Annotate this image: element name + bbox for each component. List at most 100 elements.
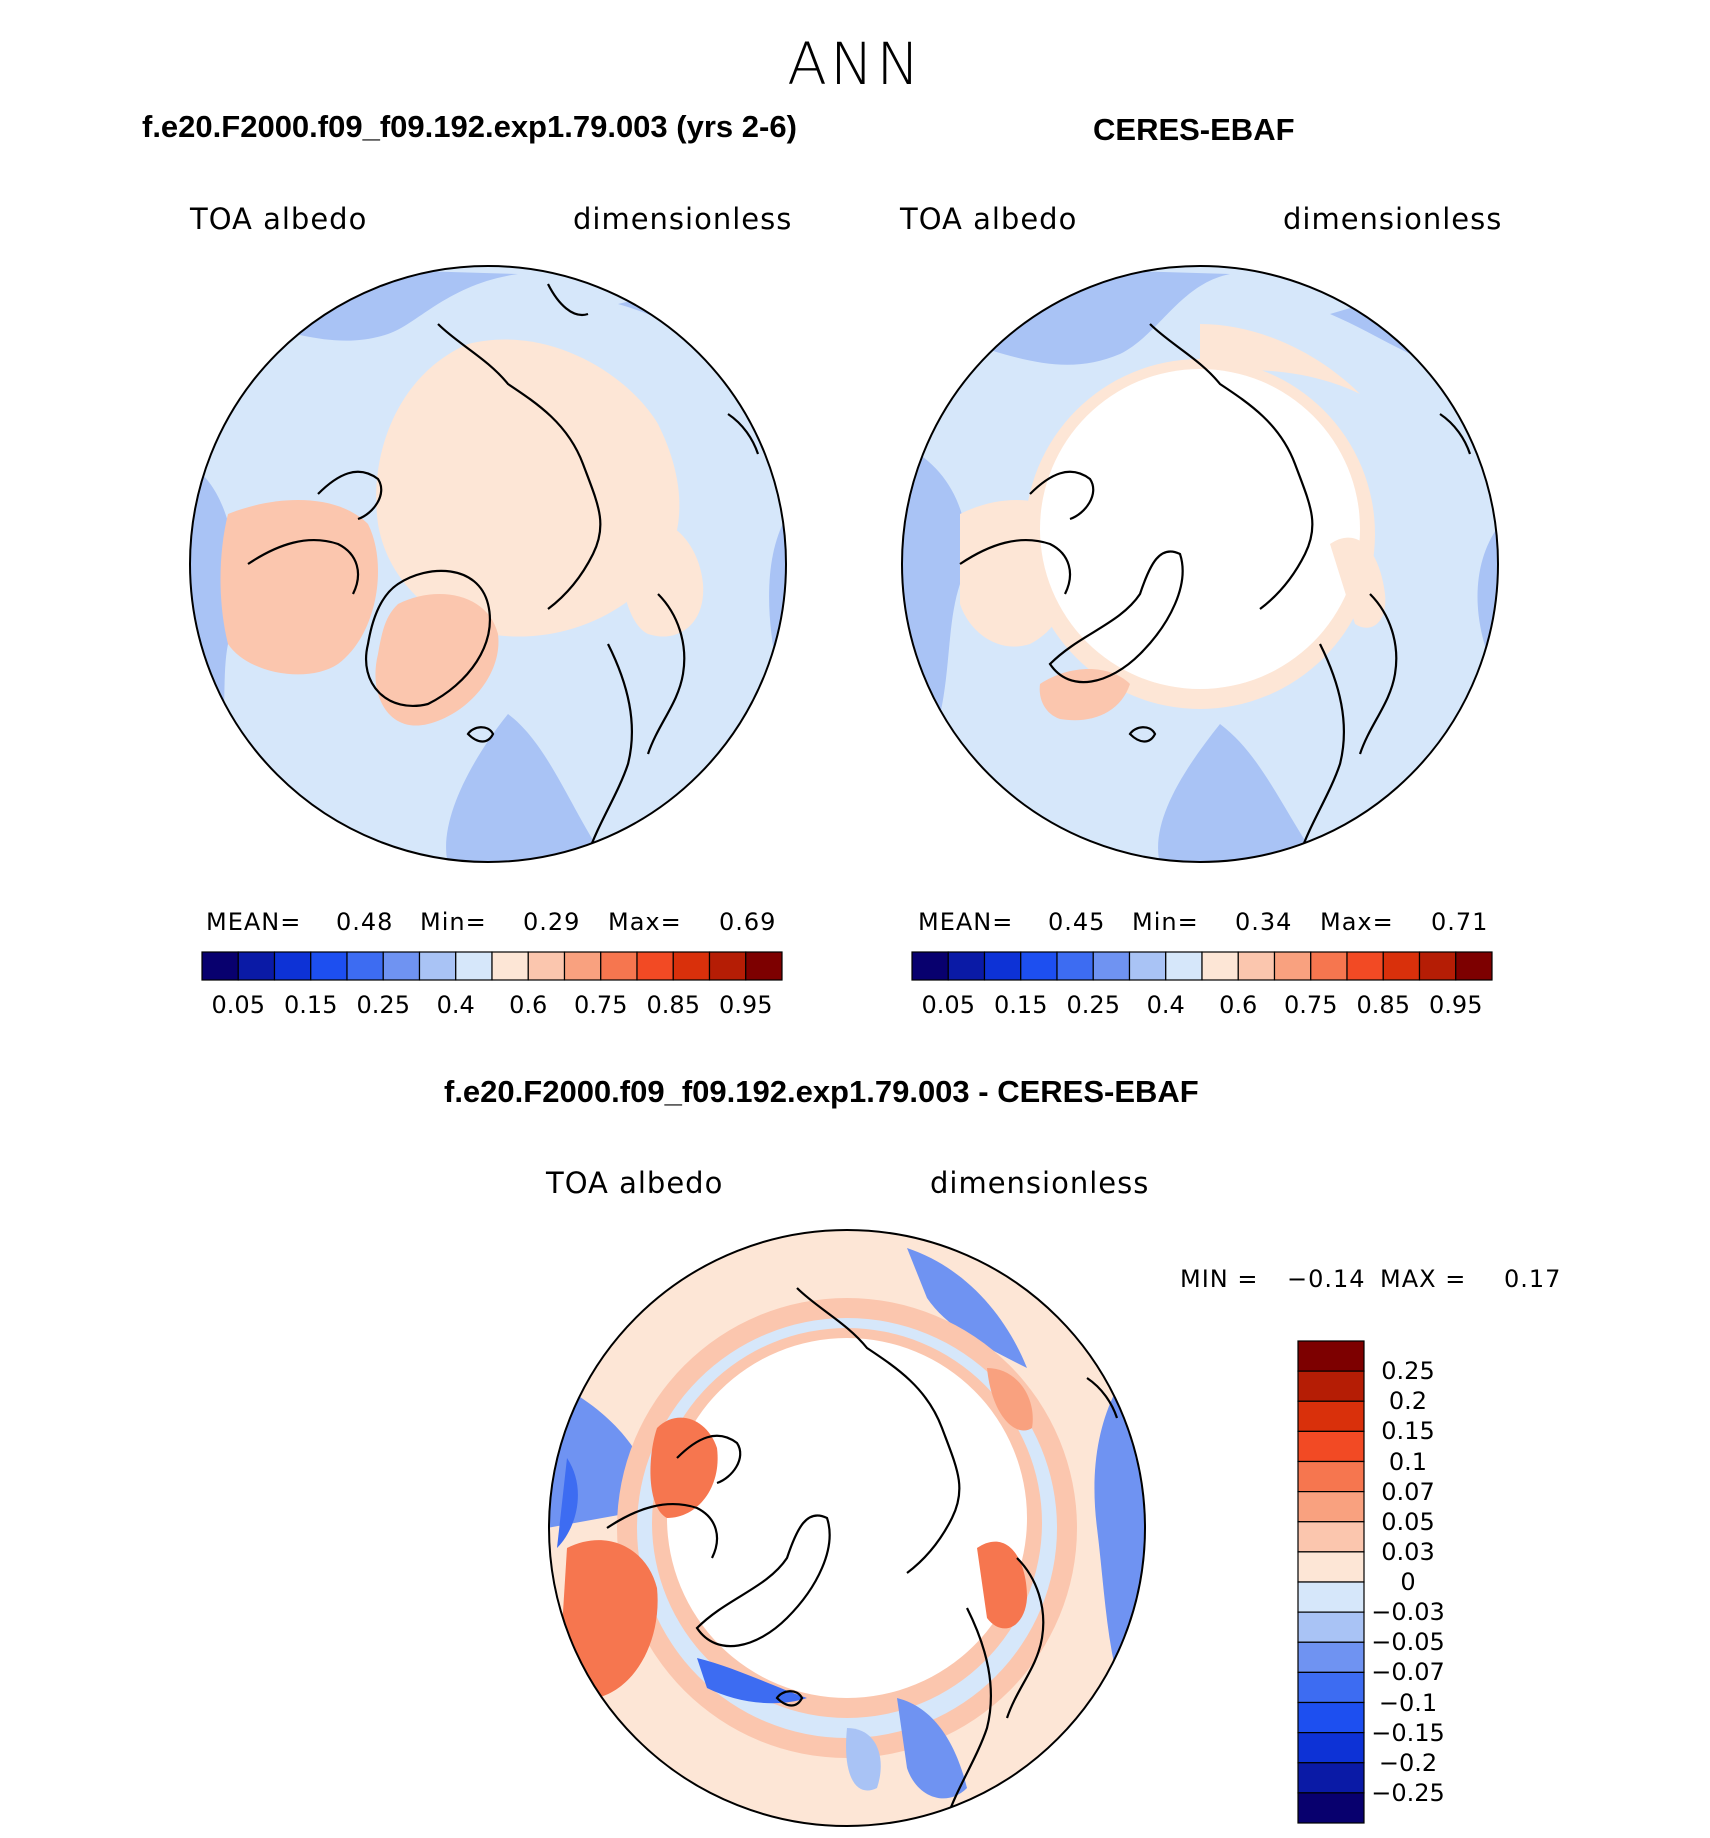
diff-colorbar-swatch bbox=[1297, 1611, 1365, 1643]
colorbar-tick-label: 0.25 bbox=[1066, 991, 1120, 1019]
panel-2-colorbar bbox=[911, 951, 1493, 981]
panel-1-mean-label: MEAN= bbox=[206, 908, 302, 936]
diff-colorbar-tick-label: 0 bbox=[1400, 1568, 1416, 1596]
panel-2-units-label: dimensionless bbox=[1283, 202, 1503, 236]
colorbar-tick-label: 0.85 bbox=[1356, 991, 1410, 1019]
diff-colorbar-swatch bbox=[1297, 1641, 1365, 1673]
diff-panel-variable-label: TOA albedo bbox=[546, 1166, 724, 1200]
diff-colorbar-swatch bbox=[1297, 1521, 1365, 1553]
colorbar-swatch bbox=[491, 951, 529, 981]
diff-colorbar-swatch bbox=[1297, 1491, 1365, 1523]
panel-1-max-value: 0.69 bbox=[719, 908, 777, 936]
diff-colorbar-tick-label: 0.1 bbox=[1388, 1447, 1428, 1476]
diff-colorbar-tick-label: −0.03 bbox=[1371, 1598, 1445, 1627]
colorbar-swatch bbox=[201, 951, 239, 981]
diff-colorbar-tick-label: 0.07 bbox=[1381, 1477, 1435, 1506]
colorbar-swatch bbox=[1346, 951, 1384, 981]
colorbar-tick-label: 0.95 bbox=[719, 991, 773, 1019]
colorbar-swatch bbox=[237, 951, 276, 981]
diff-colorbar-swatch bbox=[1297, 1732, 1365, 1764]
diff-colorbar-swatch bbox=[1297, 1430, 1365, 1463]
diff-colorbar-tick-label: −0.25 bbox=[1371, 1778, 1445, 1807]
panel-2-max-label: Max= bbox=[1320, 908, 1394, 936]
colorbar-tick-label: 0.75 bbox=[1284, 991, 1338, 1019]
colorbar-swatch bbox=[1310, 951, 1348, 981]
panel-1-colorbar bbox=[201, 951, 783, 981]
colorbar-swatch bbox=[346, 951, 384, 981]
diff-colorbar-tick-label: 0.15 bbox=[1381, 1417, 1435, 1446]
panel-1-title: f.e20.F2000.f09_f09.192.exp1.79.003 (yrs… bbox=[142, 109, 797, 144]
diff-panel-polar-map bbox=[548, 1229, 1146, 1827]
colorbar-swatch bbox=[1201, 951, 1239, 981]
diff-min-value: −0.14 bbox=[1287, 1265, 1366, 1293]
diff-colorbar-swatch bbox=[1297, 1581, 1365, 1613]
panel-2-title: CERES-EBAF bbox=[1093, 112, 1295, 147]
colorbar-swatch bbox=[636, 951, 674, 981]
colorbar-swatch bbox=[1056, 951, 1094, 981]
diff-panel-title: f.e20.F2000.f09_f09.192.exp1.79.003 - CE… bbox=[444, 1074, 1199, 1109]
panel-2-polar-map bbox=[901, 265, 1499, 863]
diff-colorbar-tick-label: −0.2 bbox=[1378, 1748, 1438, 1777]
diff-colorbar-swatch bbox=[1297, 1701, 1365, 1734]
colorbar-tick-label: 0.85 bbox=[646, 991, 700, 1019]
colorbar-swatch bbox=[947, 951, 986, 981]
colorbar-swatch bbox=[455, 951, 493, 981]
diff-colorbar-swatch bbox=[1297, 1762, 1365, 1794]
colorbar-swatch bbox=[708, 951, 747, 981]
colorbar-swatch bbox=[911, 951, 949, 981]
colorbar-swatch bbox=[1418, 951, 1457, 981]
colorbar-swatch bbox=[310, 951, 348, 981]
diff-panel-units-label: dimensionless bbox=[930, 1166, 1150, 1200]
colorbar-swatch bbox=[1455, 951, 1493, 981]
colorbar-tick-label: 0.4 bbox=[1146, 991, 1185, 1019]
colorbar-tick-label: 0.15 bbox=[994, 991, 1048, 1019]
colorbar-swatch bbox=[382, 951, 421, 981]
diff-colorbar-swatch bbox=[1297, 1340, 1365, 1372]
colorbar-swatch bbox=[1237, 951, 1276, 981]
colorbar-swatch bbox=[418, 951, 457, 981]
panel-2-min-label: Min= bbox=[1132, 908, 1199, 936]
diff-colorbar bbox=[1297, 1340, 1365, 1824]
diff-colorbar-tick-label: 0.25 bbox=[1381, 1357, 1435, 1386]
colorbar-swatch bbox=[983, 951, 1022, 981]
colorbar-swatch bbox=[745, 951, 783, 981]
colorbar-swatch bbox=[600, 951, 638, 981]
colorbar-tick-label: 0.75 bbox=[574, 991, 628, 1019]
diff-max-value: 0.17 bbox=[1504, 1265, 1562, 1293]
panel-1-min-value: 0.29 bbox=[523, 908, 581, 936]
diff-colorbar-swatch bbox=[1297, 1671, 1365, 1704]
diff-max-label: MAX = bbox=[1380, 1265, 1467, 1293]
colorbar-tick-label: 0.95 bbox=[1429, 991, 1483, 1019]
diff-colorbar-swatch bbox=[1297, 1370, 1365, 1402]
diff-colorbar-tick-label: 0.05 bbox=[1381, 1507, 1435, 1536]
colorbar-tick-label: 0.6 bbox=[509, 991, 548, 1019]
diff-colorbar-swatch bbox=[1297, 1551, 1365, 1583]
colorbar-swatch bbox=[1128, 951, 1167, 981]
colorbar-swatch bbox=[527, 951, 566, 981]
diff-colorbar-swatch bbox=[1297, 1792, 1365, 1824]
diff-colorbar-tick-label: −0.05 bbox=[1371, 1628, 1445, 1657]
diff-colorbar-tick-label: 0.03 bbox=[1381, 1537, 1435, 1566]
panel-1-mean-value: 0.48 bbox=[336, 908, 394, 936]
colorbar-swatch bbox=[1092, 951, 1131, 981]
colorbar-tick-label: 0.4 bbox=[436, 991, 475, 1019]
panel-2-min-value: 0.34 bbox=[1235, 908, 1293, 936]
diff-min-label: MIN = bbox=[1180, 1265, 1259, 1293]
colorbar-swatch bbox=[563, 951, 602, 981]
colorbar-tick-label: 0.15 bbox=[284, 991, 338, 1019]
diff-colorbar-tick-label: −0.1 bbox=[1378, 1688, 1438, 1717]
diff-colorbar-tick-label: −0.07 bbox=[1371, 1658, 1445, 1687]
colorbar-swatch bbox=[1273, 951, 1312, 981]
panel-2-mean-value: 0.45 bbox=[1048, 908, 1106, 936]
main-title: ANN bbox=[787, 30, 923, 98]
colorbar-tick-label: 0.25 bbox=[356, 991, 410, 1019]
colorbar-swatch bbox=[1165, 951, 1203, 981]
colorbar-tick-label: 0.6 bbox=[1219, 991, 1258, 1019]
colorbar-swatch bbox=[1020, 951, 1058, 981]
panel-2-variable-label: TOA albedo bbox=[900, 202, 1078, 236]
colorbar-swatch bbox=[273, 951, 312, 981]
diff-colorbar-tick-label: 0.2 bbox=[1388, 1387, 1428, 1416]
panel-1-units-label: dimensionless bbox=[573, 202, 793, 236]
panel-1-variable-label: TOA albedo bbox=[190, 202, 368, 236]
colorbar-swatch bbox=[672, 951, 711, 981]
